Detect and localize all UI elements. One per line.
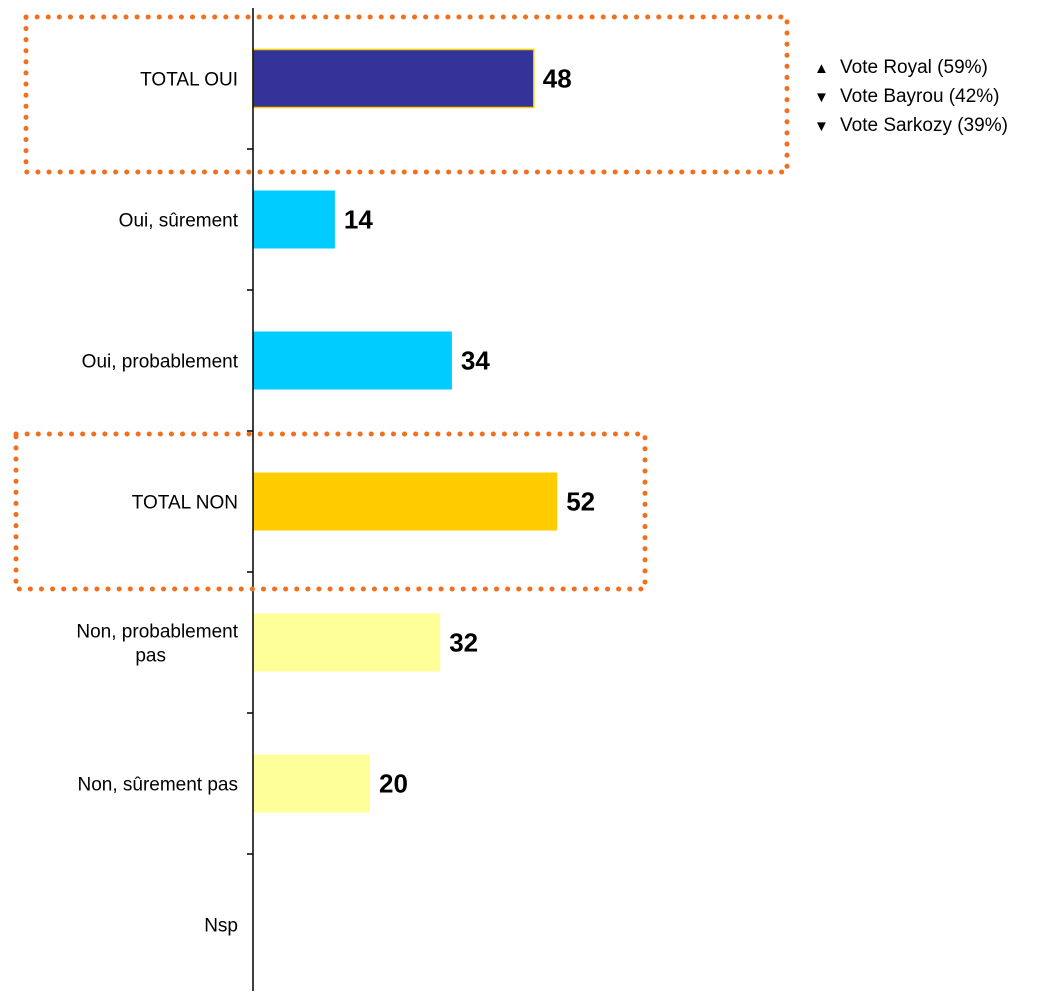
category-label: Nsp [204, 916, 238, 937]
value-label: 14 [344, 205, 373, 235]
triangle-down-icon: ▼ [814, 118, 829, 135]
value-label: 52 [566, 487, 595, 517]
triangle-down-icon: ▼ [814, 89, 829, 106]
value-label: 34 [461, 346, 490, 376]
category-label-line: Nsp [204, 916, 238, 937]
category-label: Oui, probablement [82, 352, 239, 373]
category-label-line: Non, sûrement pas [77, 775, 238, 796]
value-label: 32 [449, 628, 478, 658]
category-label-line: Oui, sûrement [119, 211, 239, 232]
annotation-text: Vote Bayrou (42%) [840, 86, 999, 107]
category-label-line: TOTAL OUI [140, 70, 238, 91]
bar [253, 190, 335, 249]
highlight-box [13, 431, 648, 592]
category-label: TOTAL NON [132, 493, 238, 514]
category-label: TOTAL OUI [140, 70, 238, 91]
bar [253, 613, 441, 672]
bar [253, 754, 370, 813]
value-label: 48 [543, 64, 572, 94]
annotation-text: Vote Royal (59%) [840, 57, 988, 78]
annotation-text: Vote Sarkozy (39%) [840, 115, 1008, 136]
category-label-line: Oui, probablement [82, 352, 239, 373]
bar [253, 331, 452, 390]
category-label-line: TOTAL NON [132, 493, 238, 514]
highlight-box [23, 14, 790, 175]
category-label-line: Non, probablement [76, 622, 238, 643]
category-label: Non, probablement pas [76, 622, 238, 667]
triangle-up-icon: ▲ [814, 60, 829, 77]
category-label: Oui, sûrement [119, 211, 239, 232]
category-label-line: pas [135, 646, 166, 667]
bar [253, 472, 558, 531]
bar [252, 48, 535, 109]
category-label: Non, sûrement pas [77, 775, 238, 796]
value-label: 20 [379, 769, 408, 799]
